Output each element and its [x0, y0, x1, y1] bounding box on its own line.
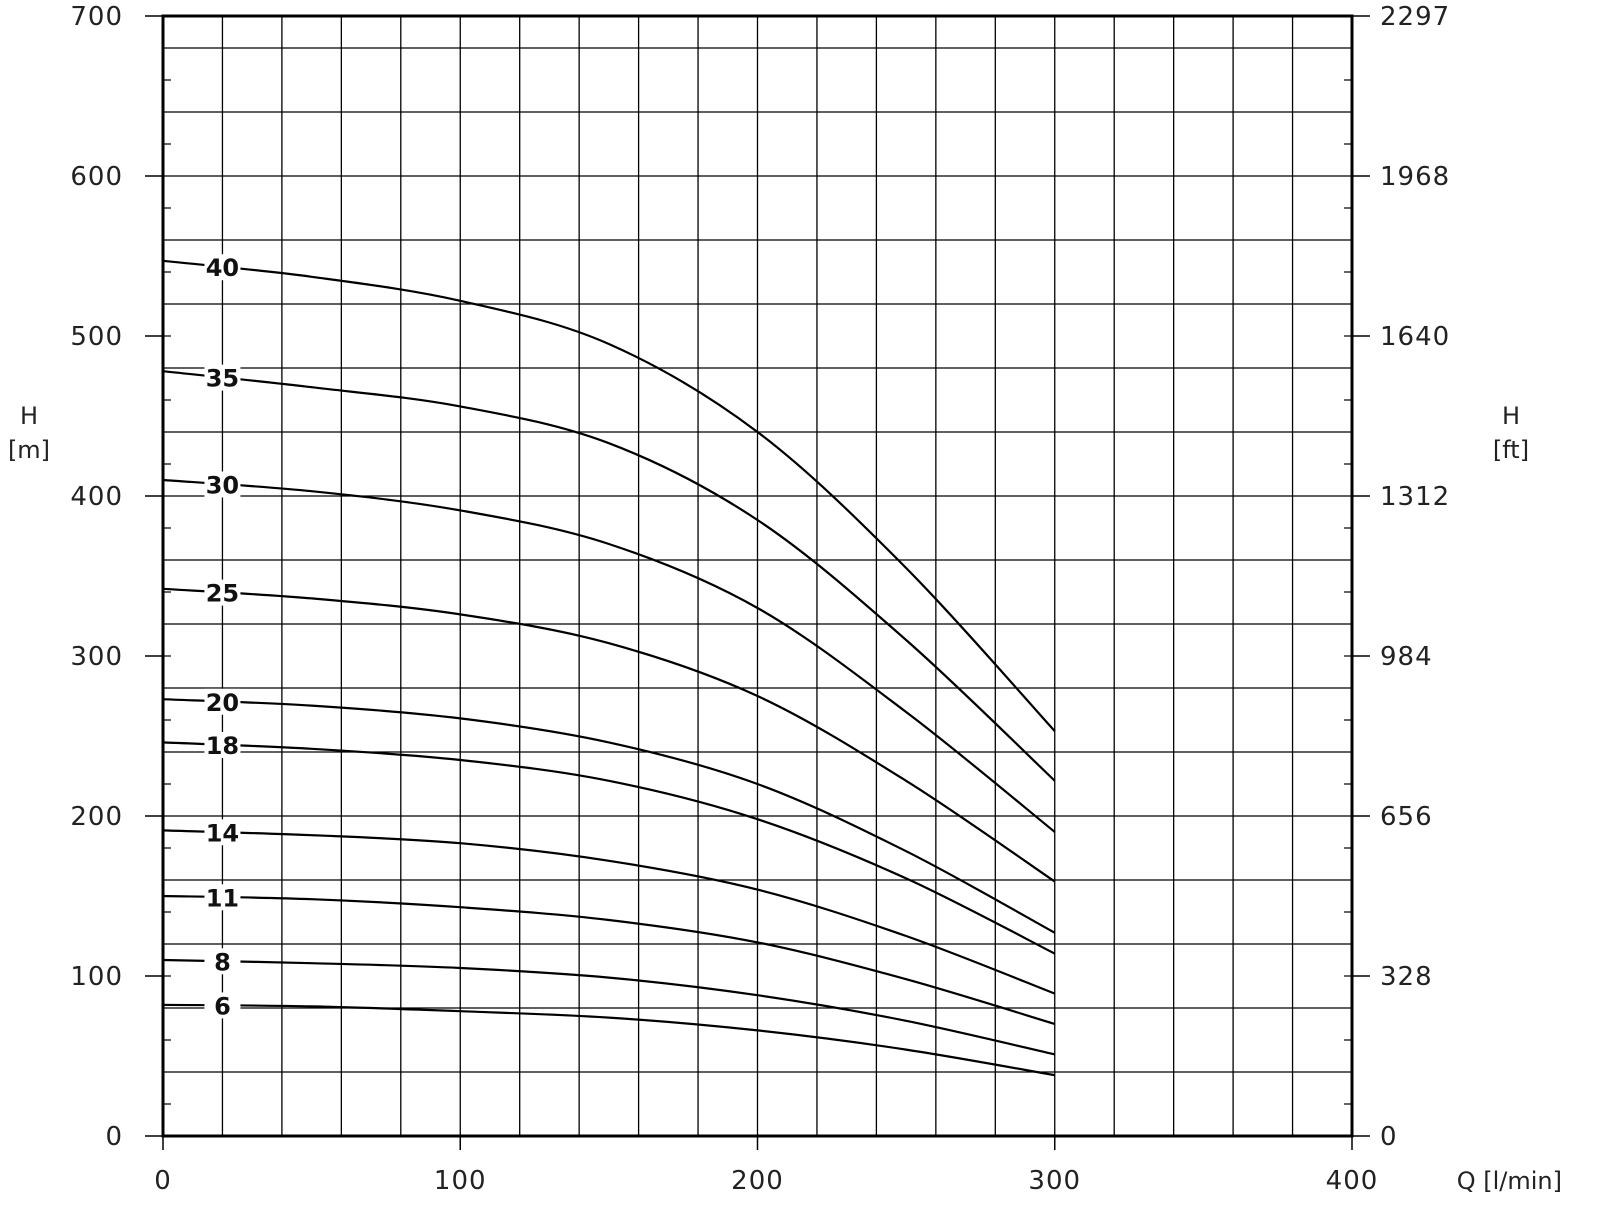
y-tick-label-right: 328 [1380, 962, 1433, 992]
curve-14 [162, 829, 1056, 995]
y-tick-label-right: 1640 [1380, 322, 1450, 352]
curve-label-background [204, 688, 241, 715]
y-axis-label-left: H [20, 402, 38, 430]
curve-label-background [204, 948, 241, 975]
curve-label-25: 25 [206, 580, 239, 608]
y-axis-unit-left: [m] [8, 436, 50, 464]
tick-marks [145, 15, 1370, 1150]
x-tick-label: 400 [1326, 1166, 1379, 1196]
curve-8 [162, 958, 1056, 1056]
x-tick-label: 200 [731, 1166, 784, 1196]
curve-label-background [204, 819, 241, 846]
y-tick-label-left: 0 [105, 1122, 123, 1152]
curve-label-8: 8 [214, 948, 231, 976]
curve-label-background [204, 364, 241, 391]
curve-20 [162, 698, 1056, 934]
curve-label-background [204, 579, 241, 606]
y-tick-label-left: 400 [70, 482, 123, 512]
y-tick-label-left: 500 [70, 322, 123, 352]
curve-labels: 40 35 30 25 20 18 14 11 8 6 [204, 254, 241, 1020]
y-tick-label-right: 656 [1380, 802, 1433, 832]
curve-label-6: 6 [214, 992, 231, 1020]
curve-label-11: 11 [206, 884, 239, 912]
y-tick-label-left: 200 [70, 802, 123, 832]
x-tick-label: 300 [1028, 1166, 1081, 1196]
x-tick-label: 0 [154, 1166, 172, 1196]
y-tick-labels-left: 0 100 200 300 400 500 600 700 [70, 2, 123, 1152]
y-tick-label-right: 1312 [1380, 482, 1450, 512]
curve-label-background [204, 884, 241, 911]
curves [162, 259, 1056, 1077]
y-tick-label-right: 0 [1380, 1122, 1398, 1152]
curve-11 [162, 894, 1056, 1026]
y-tick-label-right: 984 [1380, 642, 1433, 672]
curve-label-background [204, 731, 241, 758]
y-tick-label-left: 700 [70, 2, 123, 32]
y-tick-label-left: 300 [70, 642, 123, 672]
y-tick-label-right: 2297 [1380, 2, 1450, 32]
curve-label-30: 30 [206, 471, 239, 499]
curve-40 [162, 259, 1056, 732]
curve-label-background [204, 471, 241, 498]
curve-label-background [204, 992, 241, 1019]
y-tick-labels-right: 0 328 656 984 1312 1640 1968 2297 [1380, 2, 1450, 1152]
curve-label-40: 40 [206, 254, 239, 282]
curve-6 [162, 1003, 1055, 1077]
curve-label-20: 20 [206, 689, 239, 717]
curve-35 [162, 370, 1056, 782]
x-tick-labels: 0 100 200 300 400 [154, 1166, 1379, 1196]
curve-label-35: 35 [206, 365, 239, 393]
x-axis-label: Q [l/min] [1457, 1167, 1562, 1195]
curve-25 [162, 587, 1056, 883]
curve-label-14: 14 [206, 819, 239, 847]
curve-18 [162, 741, 1056, 955]
grid-major [163, 16, 1352, 1136]
curve-label-18: 18 [206, 732, 239, 760]
y-tick-label-right: 1968 [1380, 162, 1450, 192]
y-tick-label-left: 100 [70, 962, 123, 992]
y-axis-unit-right: [ft] [1493, 436, 1529, 464]
y-tick-label-left: 600 [70, 162, 123, 192]
y-axis-label-right: H [1502, 402, 1520, 430]
x-tick-label: 100 [434, 1166, 487, 1196]
curve-label-background [204, 254, 241, 281]
curve-30 [162, 478, 1056, 833]
